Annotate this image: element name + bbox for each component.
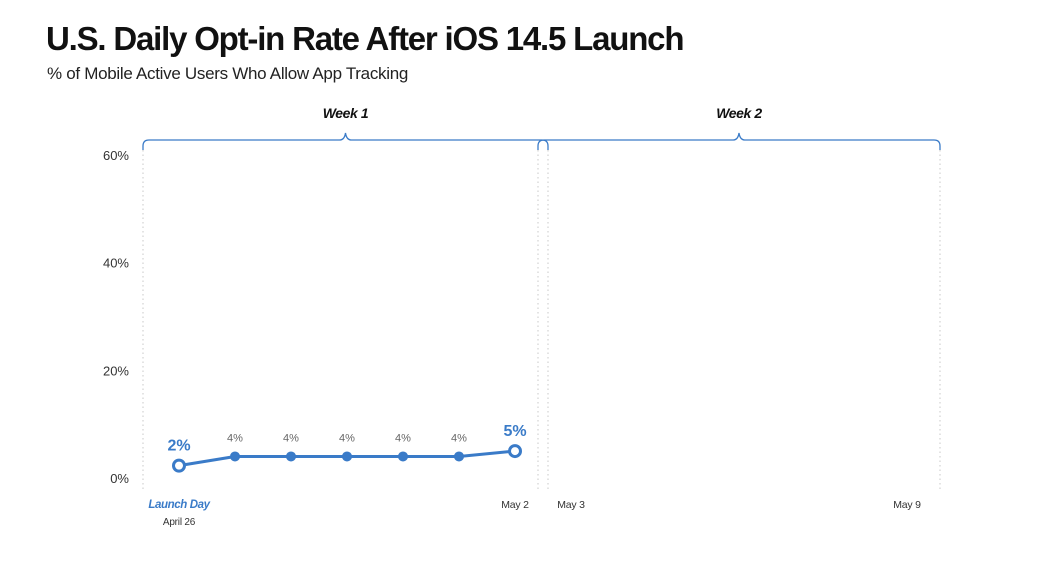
chart-subtitle: % of Mobile Active Users Who Allow App T… [47,64,409,83]
data-labels: 2% 4% 4% 4% 4% 4% 5% [167,423,526,455]
x-tick-label: Launch Day [148,499,210,511]
y-axis: 0% 20% 40% 60% [103,148,129,486]
data-point [342,451,352,462]
data-label-emphasized: 5% [503,423,526,440]
data-point-emphasized [172,458,186,473]
data-point [286,451,296,462]
y-tick-label: 20% [103,363,129,378]
data-label: 4% [227,432,243,444]
data-point-emphasized [508,444,522,459]
week-brackets: Week 1 Week 2 [142,105,941,150]
week-bracket [142,132,549,150]
data-label: 4% [451,432,467,444]
x-tick-sublabel: April 26 [163,517,196,528]
week-label: Week 2 [716,105,762,121]
series-line [172,444,522,473]
data-label: 4% [283,432,299,444]
week-bracket [537,132,941,150]
y-tick-label: 40% [103,256,129,271]
week-dividers [142,150,941,490]
data-point [230,451,240,462]
x-tick-label: May 3 [557,499,585,511]
y-tick-label: 0% [110,471,129,486]
data-label-emphasized: 2% [167,438,190,455]
chart-title: U.S. Daily Opt-in Rate After iOS 14.5 La… [46,20,684,57]
y-tick-label: 60% [103,148,129,163]
data-label: 4% [339,432,355,444]
data-point [398,451,408,462]
x-tick-label: May 9 [893,499,921,511]
x-axis: Launch Day April 26 May 2 May 3 May 9 [148,499,921,528]
data-label: 4% [395,432,411,444]
week-label: Week 1 [323,105,369,121]
data-point [454,451,464,462]
x-tick-label: May 2 [501,499,529,511]
